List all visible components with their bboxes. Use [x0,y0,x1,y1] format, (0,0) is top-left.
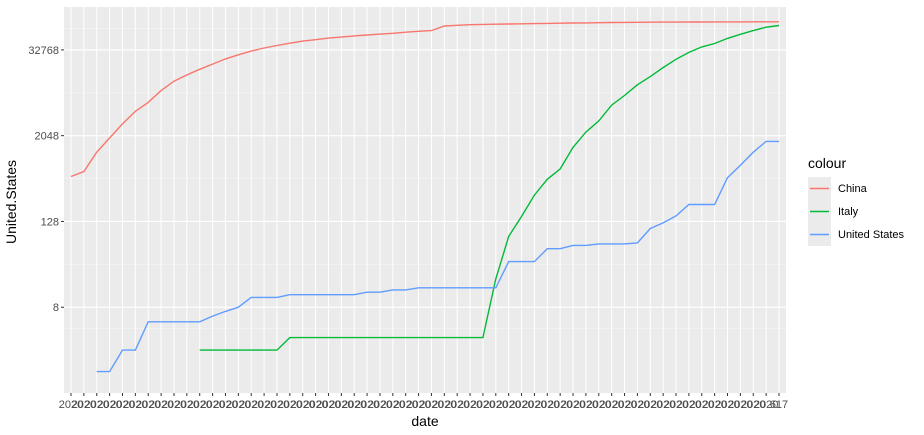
x-tick-label: 2020 [162,399,186,411]
x-tick-label: 2020 [252,399,276,411]
x-tick-label: 2020 [303,399,327,411]
x-tick-label: 2020 [355,399,379,411]
series-line-united-states [96,140,779,373]
legend-label: Italy [838,206,859,218]
x-tick-label: 2020 [149,399,173,411]
legend-label: United States [838,229,905,241]
plot-panel [64,7,786,393]
x-tick-label: 617 [770,399,788,411]
x-tick-label: 2020 [458,399,482,411]
x-tick-label: 2020 [175,399,199,411]
x-tick-label: 2020 [625,399,649,411]
x-tick-label: 2020 [561,399,585,411]
x-tick-label: 2020 [278,399,302,411]
x-tick-label: 2020 [445,399,469,411]
x-tick-label: 2020 [664,399,688,411]
x-axis-title: date [411,413,438,429]
x-tick-label: 2020 [741,399,765,411]
x-tick-label: 2020 [136,399,160,411]
x-tick-label: 2020 [496,399,520,411]
x-tick-label: 2020 [213,399,237,411]
series-line-china [70,21,779,178]
y-tick-label: 128 [41,216,59,228]
x-tick-label: 2020 [85,399,109,411]
x-tick-label: 2020 [265,399,289,411]
x-tick-label: 2020 [651,399,675,411]
x-tick-label: 2020 [187,399,211,411]
x-tick-label: 2020 [59,399,83,411]
x-tick-label: 2020 [548,399,572,411]
x-tick-label: 2020 [612,399,636,411]
y-axis-title: United.States [3,160,19,244]
x-tick-label: 2020 [677,399,701,411]
x-tick-label: 2020 [432,399,456,411]
x-tick-label: 2020 [393,399,417,411]
x-tick-label: 2020 [200,399,224,411]
x-tick-label: 2020 [728,399,752,411]
legend-title: colour [808,155,846,171]
x-tick-label: 2020 [419,399,443,411]
x-tick-label: 2020 [509,399,533,411]
x-tick-label: 2020 [406,399,430,411]
y-tick-label: 32768 [28,45,59,57]
x-tick-label: 2020 [290,399,314,411]
y-axis: 8 128 2048 32768 [28,45,64,314]
x-tick-label: 2020 [97,399,121,411]
x-tick-label: 2020 [702,399,726,411]
x-tick-label: 2020 [239,399,263,411]
x-tick-label: 2020 [535,399,559,411]
x-tick-label: 2020 [599,399,623,411]
x-tick-label: 2020 [381,399,405,411]
x-tick-label: 2020 [638,399,662,411]
x-tick-label: 2020 [316,399,340,411]
grid [64,7,786,393]
x-tick-label: 2020 [342,399,366,411]
x-tick-label: 2020 [471,399,495,411]
series-line-italy [199,24,780,351]
x-tick-label: 2020 [690,399,714,411]
x-tick-label: 2020 [72,399,96,411]
y-tick-label: 8 [53,302,59,314]
x-axis: 2020202020202020202020202020202020202020… [59,393,788,411]
x-tick-label: 2020 [123,399,147,411]
x-tick-label: 2020 [484,399,508,411]
x-tick-label: 2020 [368,399,392,411]
y-tick-label: 2048 [35,131,59,143]
x-tick-label: 2020 [715,399,739,411]
legend: colour China Italy United States [808,155,905,246]
x-tick-label: 2020 [226,399,250,411]
x-tick-label: 2020 [754,399,778,411]
legend-label: China [838,183,868,195]
x-tick-label: 2020 [110,399,134,411]
x-tick-label: 2020 [329,399,353,411]
x-tick-label: 2020 [522,399,546,411]
x-tick-label: 2020 [574,399,598,411]
series-lines [70,21,780,373]
x-tick-label: 2020 [587,399,611,411]
